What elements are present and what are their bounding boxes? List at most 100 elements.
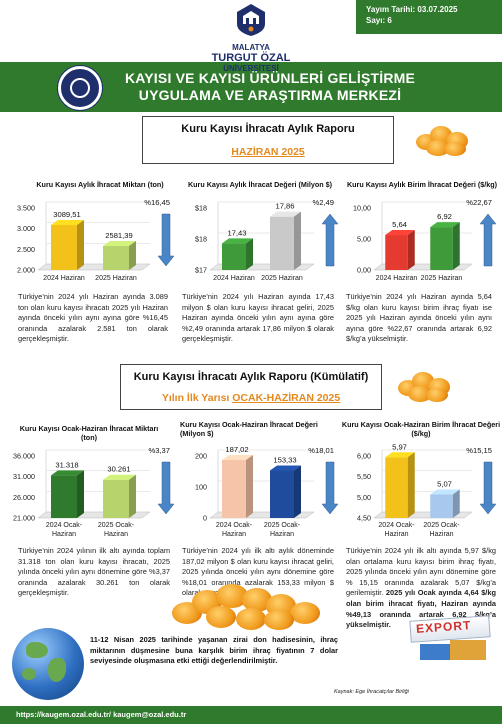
x-tick-label: 2024 Haziran [213, 275, 255, 282]
chart1-title: Kuru Kayısı Aylık İhracat Miktarı (ton) [36, 180, 164, 189]
change-arrow-group [321, 213, 339, 267]
issue-number: Sayı: 6 [366, 16, 392, 25]
x-tick-label-2: Haziran [429, 531, 453, 538]
bar-top [385, 452, 415, 458]
paragraph-cumulative-quantity: Türkiye’nin 2024 yılının ilk altı ayında… [18, 546, 170, 598]
bar-top [270, 211, 301, 217]
data-label: 5,07 [437, 479, 452, 488]
up-arrow-icon [479, 213, 497, 267]
monthly-report-box: Kuru Kayısı İhracatı Aylık Raporu HAZİRA… [142, 116, 394, 164]
bar-front [270, 470, 294, 518]
chart1: 2.000 2.500 3.000 3.500 3089,51 2024 Haziran 2… [17, 198, 175, 282]
x-tick-label: 2024 Ocak- [378, 522, 415, 529]
university-emblem-icon [237, 4, 265, 36]
change-label: %22,67 [466, 198, 492, 207]
y-tick-label: 200 [195, 452, 207, 461]
bar-top [222, 455, 253, 461]
bar-front [430, 494, 453, 518]
chart3-title: Kuru Kayısı Aylık Birim İhracat Değeri (… [346, 180, 498, 189]
bar-side [246, 455, 253, 518]
monthly-report-subtitle: HAZİRAN 2025 [231, 146, 305, 158]
x-tick-label-2: Haziran [222, 531, 246, 538]
data-label: 31.318 [55, 460, 78, 469]
y-tick-label: 6,00 [357, 452, 371, 461]
y-tick-label: 5,00 [357, 493, 371, 502]
bar-side [246, 238, 253, 270]
paragraph-cumulative-unit-price: Türkiye’nin 2024 yılı ilk altı ayında 5,… [346, 546, 496, 631]
bar-front [385, 235, 408, 270]
bar-top [270, 465, 301, 471]
change-label: %16,45 [144, 198, 170, 207]
publication-info: Yayım Tarihi: 03.07.2025 Sayı: 6 [356, 0, 502, 34]
bar-top [51, 470, 84, 476]
up-arrow-icon [321, 213, 339, 267]
footer-contact[interactable]: https://kaugem.ozal.edu.tr/ kaugem@ozal.… [16, 710, 187, 719]
paragraph-cumulative-unit-price-a: Türkiye’nin 2024 yılı ilk altı ayında 5,… [346, 546, 496, 598]
x-tick-label: 2025 Ocak- [264, 522, 301, 529]
footer: https://kaugem.ozal.edu.tr/ kaugem@ozal.… [0, 706, 502, 724]
y-tick-label: 4,50 [357, 514, 371, 523]
y-tick-label: 0 [203, 514, 207, 523]
x-tick-label-2: Haziran [104, 531, 128, 538]
chart3: 0,00 5,00 10,00 5,64 2024 Haziran 6,92 2025 Ha… [353, 198, 497, 282]
data-label: 30.261 [107, 465, 130, 474]
x-tick-label: 2024 Ocak- [216, 522, 253, 529]
bar-top [222, 238, 253, 244]
cumulative-report-title: Kuru Kayısı İhracatı Aylık Raporu (Kümül… [133, 371, 369, 383]
chart6: 4,50 5,00 5,50 6,00 5,97 2024 Ocak- Haziran 5,0… [357, 444, 497, 538]
change-label: %2,49 [312, 198, 334, 207]
y-tick-label: 31.000 [13, 472, 35, 481]
bar-front [270, 216, 294, 270]
y-tick-label: $17 [195, 266, 207, 275]
paragraph-monthly-value: Türkiye’nin 2024 yılı Haziran ayında 17,… [182, 292, 334, 344]
center-title-line2: UYGULAMA VE ARAŞTIRMA MERKEZİ [138, 87, 402, 103]
y-tick-label: 10,00 [353, 204, 371, 213]
source-note: Kaynak: Ege İhracatçılar Birliği [334, 689, 409, 695]
change-label: %3,37 [148, 446, 170, 455]
y-tick-label: 36.000 [13, 452, 35, 461]
y-tick-label: 0,00 [357, 266, 371, 275]
x-tick-label: 2025 Haziran [421, 275, 463, 282]
y-tick-label: 21.000 [13, 514, 35, 523]
university-name-line1: MALATYA [232, 43, 270, 52]
y-tick-label: 5,50 [357, 472, 371, 481]
down-arrow-icon [157, 213, 175, 267]
bar-side [77, 219, 84, 270]
x-tick-label: 2025 Ocak- [98, 522, 135, 529]
cumulative-report-subtitle: Yılın İlk Yarısı OCAK-HAZİRAN 2025 [121, 392, 381, 404]
bar-side [77, 470, 84, 518]
chart4: 21.000 26.000 31.000 36.000 31.318 2024 Ocak-… [13, 446, 175, 538]
down-arrow-icon [157, 461, 175, 515]
bar-side [294, 211, 301, 270]
paragraph-monthly-unit-price: Türkiye’nin 2024 yılı Haziran ayında 5,6… [346, 292, 492, 344]
chart5: 0 100 200 187,02 2024 Ocak- Haziran 153,33 2025… [195, 445, 339, 538]
x-tick-label-2: Haziran [52, 531, 76, 538]
cumulative-subtitle-period: OCAK-HAZİRAN 2025 [232, 392, 341, 404]
center-title-line1: KAYISI VE KAYISI ÜRÜNLERİ GELİŞTİRME [124, 70, 416, 86]
bar-front [222, 243, 246, 270]
bar-top [103, 474, 136, 480]
university-name-line2: TURGUT ÖZAL [211, 52, 291, 64]
apricot-bowl-icon [412, 112, 474, 162]
down-arrow-icon [321, 461, 339, 515]
data-label: 17,43 [227, 228, 246, 237]
y-tick-label: 26.000 [13, 493, 35, 502]
data-label: 153,33 [273, 455, 296, 464]
change-arrow-group [157, 461, 175, 515]
x-tick-label: 2024 Haziran [43, 275, 85, 282]
y-tick-label: $18 [195, 204, 207, 213]
x-tick-label: 2025 Haziran [261, 275, 303, 282]
frost-note: 11-12 Nisan 2025 tarihinde yaşanan zirai… [90, 635, 338, 665]
x-tick-label: 2024 Haziran [376, 275, 418, 282]
bar-front [103, 245, 129, 270]
bar-top [430, 222, 460, 228]
change-label: %18,01 [308, 446, 334, 455]
bar-side [407, 452, 415, 518]
bar-side [294, 465, 301, 518]
change-arrow-group [479, 461, 497, 515]
paragraph-monthly-quantity: Türkiye’nin 2024 yılı Haziran ayında 3.0… [18, 292, 168, 344]
y-tick-label: 100 [195, 483, 207, 492]
dried-apricots-image [172, 580, 322, 632]
bar-front [222, 460, 246, 518]
publish-date: Yayım Tarihi: 03.07.2025 [366, 5, 458, 14]
